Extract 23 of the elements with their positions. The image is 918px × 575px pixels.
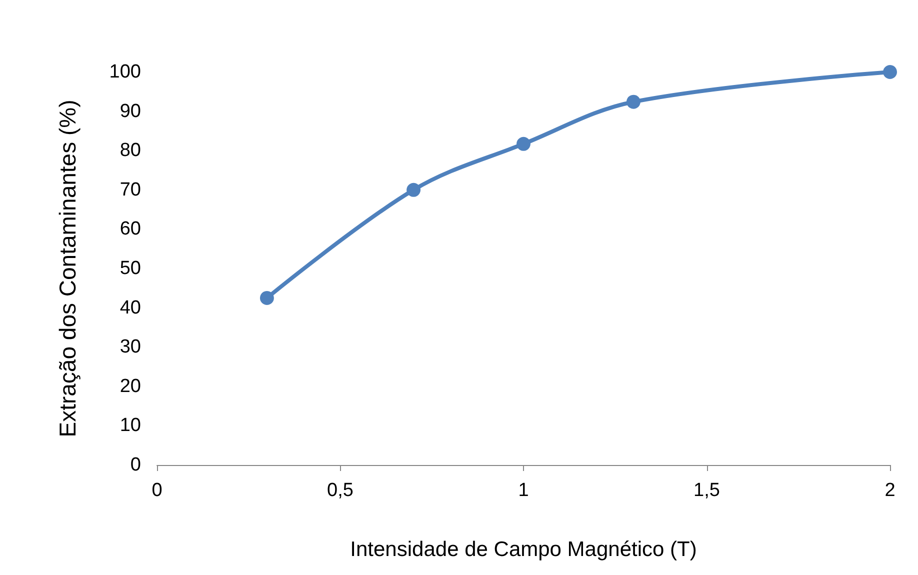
- y-tick-label: 70: [120, 179, 141, 200]
- y-tick-label: 30: [120, 336, 141, 358]
- y-tick-label: 20: [120, 376, 141, 397]
- point: [516, 136, 530, 151]
- x-tick-label: 1,5: [694, 480, 720, 501]
- x-tick-label: 2: [884, 480, 896, 501]
- y-tick-label: 60: [120, 218, 141, 240]
- point: [406, 182, 421, 197]
- x-axis-title: Intensidade de Campo Magnético (T): [350, 538, 697, 561]
- x-tick-label: 1: [518, 480, 529, 501]
- y-tick-label: 50: [120, 258, 141, 279]
- point: [626, 94, 640, 109]
- y-tick-label: 80: [120, 140, 141, 162]
- y-tick-label: 0: [130, 454, 141, 476]
- point: [260, 290, 274, 305]
- y-tick-label: 90: [120, 100, 141, 122]
- y-tick-label: 40: [120, 297, 141, 318]
- y-tick-label: 10: [120, 415, 141, 436]
- y-axis-title: Extração dos Contaminantes (%): [54, 100, 80, 438]
- y-tick-label: 100: [109, 62, 141, 82]
- x-tick-label: 0,5: [327, 480, 354, 501]
- point: [883, 65, 897, 79]
- x-tick-label: 0: [152, 480, 162, 501]
